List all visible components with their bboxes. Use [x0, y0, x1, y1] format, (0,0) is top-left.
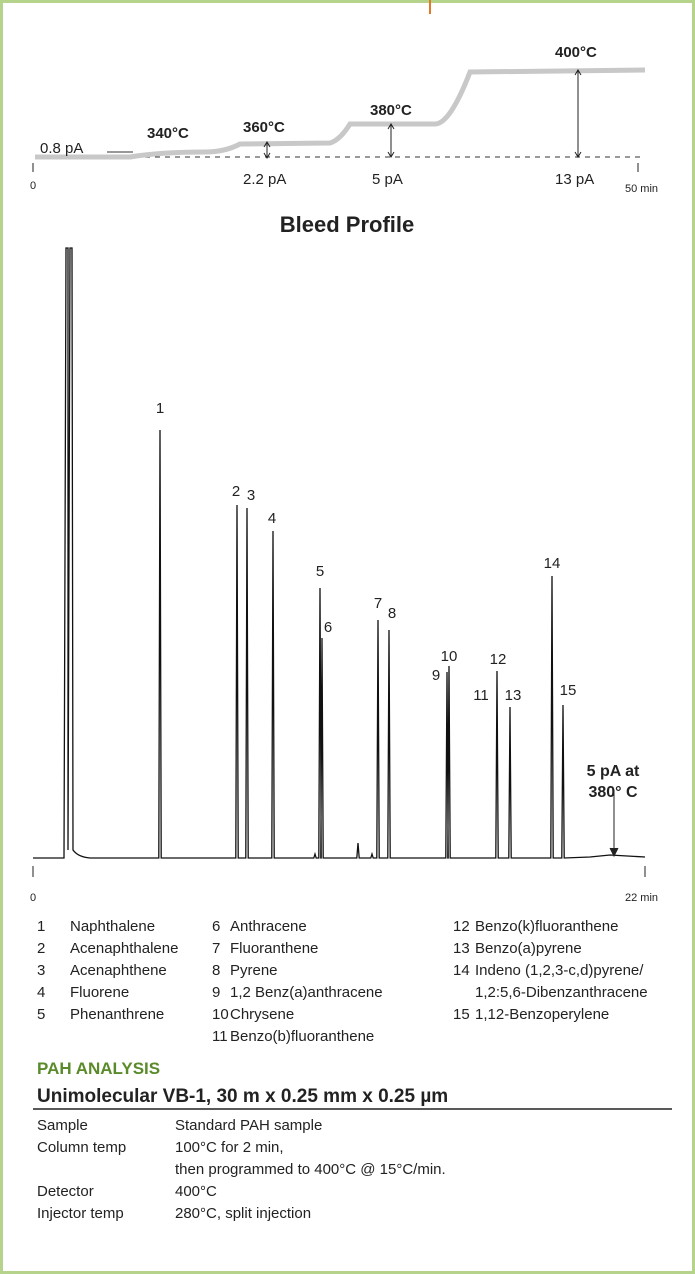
legend-number: 11 — [212, 1028, 228, 1045]
legend-name: 1,12-Benzoperylene — [475, 1006, 609, 1023]
legend-number: 3 — [37, 962, 45, 979]
legend-name: 1,2:5,6-Dibenzanthracene — [475, 984, 648, 1001]
legend-name: Indeno (1,2,3-c,d)pyrene/ — [475, 962, 644, 979]
legend-number: 5 — [37, 1006, 45, 1023]
legend-number: 1 — [37, 918, 45, 935]
legend-number: 9 — [212, 984, 220, 1001]
peak-label: 7 — [374, 595, 382, 612]
peak-label: 5 — [316, 563, 324, 580]
level: 13 pA — [555, 171, 594, 188]
peak-label: 3 — [247, 487, 255, 504]
section-title: PAH ANALYSIS — [37, 1059, 160, 1078]
legend-number: 10 — [212, 1006, 229, 1023]
condition-label: Detector — [37, 1183, 94, 1200]
bleed-trace — [35, 67, 646, 160]
level: 2.2 pA — [243, 171, 286, 188]
legend-name: 1,2 Benz(a)anthracene — [230, 984, 383, 1001]
column-title: Unimolecular VB-1, 30 m x 0.25 mm x 0.25… — [37, 1086, 448, 1107]
legend-name: Acenaphthene — [70, 962, 167, 979]
legend-number: 2 — [37, 940, 45, 957]
temp: 380°C — [370, 102, 412, 119]
peak-label: 2 — [232, 483, 240, 500]
axis-label: 0 — [30, 892, 36, 904]
legend-name: Chrysene — [230, 1006, 294, 1023]
legend-number: 12 — [453, 918, 470, 935]
annotation: 5 pA at — [587, 763, 640, 780]
peak-label: 4 — [268, 510, 276, 527]
legend-name: Acenaphthalene — [70, 940, 178, 957]
legend-number: 15 — [453, 1006, 470, 1023]
legend-number: 8 — [212, 962, 220, 979]
peak-label: 6 — [324, 619, 332, 636]
condition-label: Sample — [37, 1117, 88, 1134]
axis-label: 22 min — [625, 892, 658, 904]
arrows — [32, 69, 639, 172]
legend-number: 6 — [212, 918, 220, 935]
legend-name: Benzo(b)fluoranthene — [230, 1028, 374, 1045]
legend-number: 14 — [453, 962, 470, 979]
condition-value: 400°C — [175, 1183, 217, 1200]
label: 0.8 pA — [40, 140, 83, 157]
legend-number: 4 — [37, 984, 45, 1001]
legend-name: Anthracene — [230, 918, 307, 935]
condition-label: Injector temp — [37, 1205, 124, 1222]
condition-label: Column temp — [37, 1139, 126, 1156]
peak-label: 10 — [441, 648, 458, 665]
level: 5 pA — [372, 171, 403, 188]
axis-label: 0 — [30, 180, 36, 192]
legend-name: Fluorene — [70, 984, 129, 1001]
legend-name: Fluoranthene — [230, 940, 318, 957]
chromatogram-trace — [33, 247, 646, 859]
condition-value: then programmed to 400°C @ 15°C/min. — [175, 1161, 446, 1178]
annotation: 380° C — [588, 784, 638, 801]
condition-value: 280°C, split injection — [175, 1205, 311, 1222]
legend-name: Naphthalene — [70, 918, 155, 935]
title: Bleed Profile — [280, 212, 414, 237]
legend-name: Phenanthrene — [70, 1006, 164, 1023]
legend-name: Benzo(a)pyrene — [475, 940, 582, 957]
condition-value: Standard PAH sample — [175, 1117, 322, 1134]
legend-number: 7 — [212, 940, 220, 957]
peak-label: 12 — [490, 651, 507, 668]
condition-value: 100°C for 2 min, — [175, 1139, 284, 1156]
peak-label: 11 — [473, 687, 489, 704]
legend-number: 13 — [453, 940, 470, 957]
temp: 400°C — [555, 44, 597, 61]
axis-label: 50 min — [625, 183, 658, 195]
peak-label: 13 — [505, 687, 522, 704]
peak-label: 15 — [560, 682, 577, 699]
legend-name: Pyrene — [230, 962, 278, 979]
temp: 360°C — [243, 119, 285, 136]
peak-label: 9 — [432, 667, 440, 684]
temp: 340°C — [147, 125, 189, 142]
peak-label: 14 — [544, 555, 561, 572]
peak-label: 8 — [388, 605, 396, 622]
axis — [32, 790, 646, 877]
peak-label: 1 — [156, 400, 164, 417]
legend-name: Benzo(k)fluoranthene — [475, 918, 618, 935]
